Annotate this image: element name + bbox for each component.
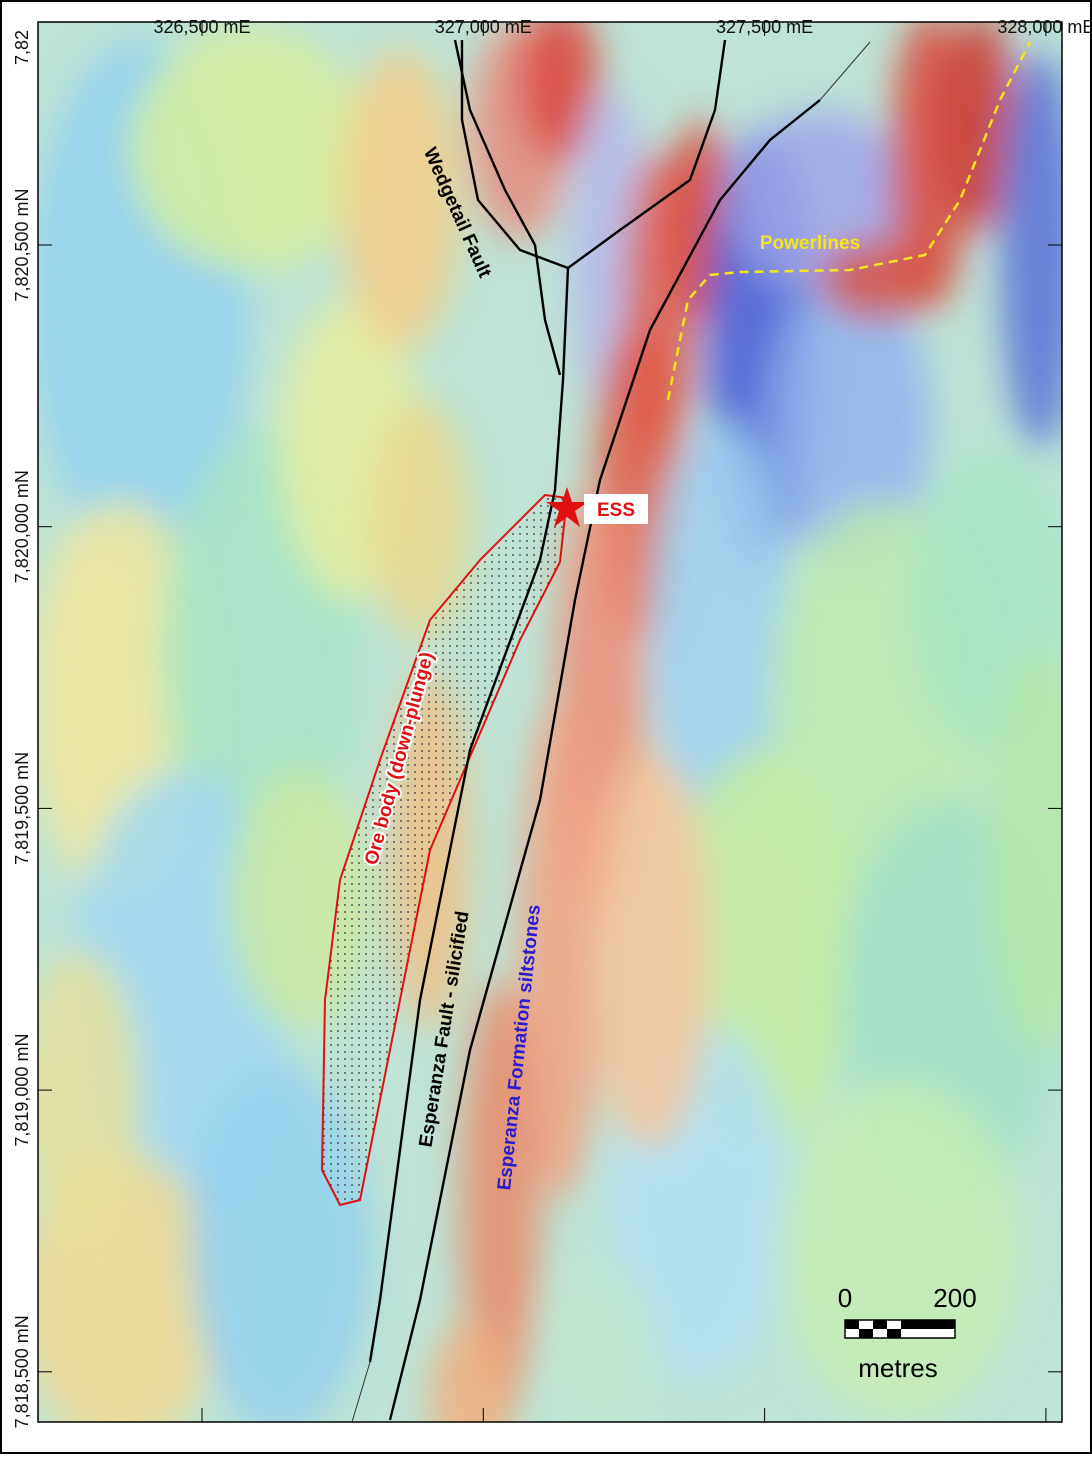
scale-cell [901, 1320, 955, 1329]
powerlines-label: Powerlines [760, 233, 860, 254]
scale-cell [845, 1320, 859, 1329]
heatmap-blob [1000, 50, 1080, 450]
northing-label: 7,819,000 mN [12, 1034, 32, 1147]
scale-bar [845, 1320, 955, 1338]
scale-end: 200 [933, 1283, 976, 1313]
northing-label: 7,820,000 mN [12, 470, 32, 583]
map: Wedgetail Fault Powerlines Ore body (dow… [0, 0, 1092, 1454]
heatmap-blob [590, 750, 710, 1150]
northing-label: 7,818,500 mN [12, 1315, 32, 1428]
scale-cell [887, 1329, 901, 1338]
heatmap-blob [990, 650, 1090, 1050]
ess-label: ESS [597, 500, 635, 521]
scale-unit: metres [858, 1353, 937, 1383]
heatmap-blob [540, 1260, 660, 1440]
scale-start: 0 [838, 1283, 852, 1313]
northing-label: 7,819,500 mN [12, 752, 32, 865]
heatmap-blob [130, 30, 370, 270]
scale-cell [859, 1329, 873, 1338]
corner-label: 7,82 [12, 30, 32, 65]
scale-cell [873, 1320, 887, 1329]
map-body: Wedgetail Fault Powerlines Ore body (dow… [20, 0, 1090, 1454]
northing-label: 7,820,500 mN [12, 188, 32, 301]
easting-label: 328,000 mE [997, 17, 1092, 37]
